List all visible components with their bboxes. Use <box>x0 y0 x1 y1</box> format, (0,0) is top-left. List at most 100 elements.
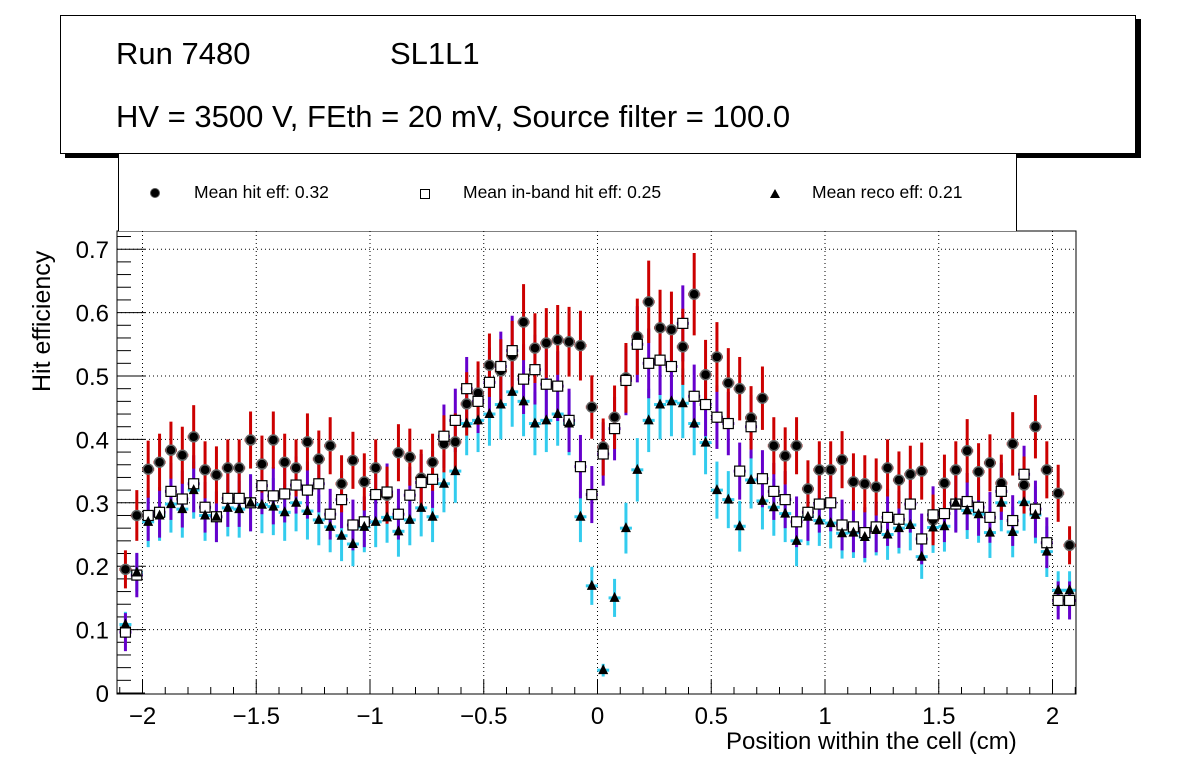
reco-eff-point <box>859 531 870 542</box>
reco-eff-point <box>837 527 848 538</box>
hit-eff-point <box>711 351 723 363</box>
reco-eff-point <box>461 417 472 428</box>
hit-eff-point <box>404 451 416 463</box>
reco-eff-point <box>154 509 165 520</box>
reco-eff-point <box>768 501 779 512</box>
inband-eff-point <box>233 492 245 504</box>
reco-eff-point <box>404 513 415 524</box>
hit-eff-point <box>813 464 826 476</box>
inband-eff-point <box>904 498 916 510</box>
reco-eff-point <box>427 510 438 521</box>
hit-eff-point <box>904 468 917 481</box>
reco-eff-point <box>541 414 552 425</box>
legend-marker-circle-icon <box>150 188 160 198</box>
reco-eff-point <box>131 566 142 577</box>
hit-eff-point <box>563 336 575 348</box>
inband-eff-point <box>392 508 405 520</box>
inband-eff-point <box>665 360 678 373</box>
y-tick-label: 0 <box>96 681 109 708</box>
legend-marker-square-icon <box>420 189 430 199</box>
reco-eff-point <box>279 506 290 517</box>
reco-eff-point <box>996 496 1007 507</box>
inband-eff-point <box>324 508 336 520</box>
title-line-1: Run 7480 SL1L1 <box>116 36 480 180</box>
inband-eff-point <box>529 364 541 376</box>
reco-eff-point <box>484 408 495 419</box>
hit-eff-point <box>608 411 621 423</box>
legend-item-inband-eff: Mean in-band hit eff: 0.25 <box>463 182 662 202</box>
inband-eff-point <box>620 374 632 387</box>
reco-eff-point <box>825 517 836 528</box>
reco-eff-point <box>200 509 211 520</box>
reco-eff-point <box>529 417 540 428</box>
hit-eff-point <box>267 434 280 446</box>
hit-eff-point <box>278 456 291 468</box>
hit-eff-point <box>677 341 689 353</box>
data-markers <box>119 288 1076 675</box>
inband-eff-point <box>1018 468 1030 480</box>
reco-eff-point <box>780 507 791 518</box>
inband-eff-point <box>483 376 496 388</box>
hit-eff-point <box>358 476 371 488</box>
reco-eff-point <box>552 408 563 419</box>
hit-eff-point <box>324 439 336 452</box>
hit-eff-point <box>153 456 166 468</box>
inband-eff-point <box>256 480 268 492</box>
inband-eff-point <box>699 398 712 411</box>
inband-eff-point <box>813 498 825 510</box>
legend-item-hit-eff: Mean hit eff: 0.32 <box>194 182 329 202</box>
hit-eff-point <box>642 296 655 308</box>
x-tick-label: −1.5 <box>233 703 280 730</box>
inband-eff-point <box>540 378 552 390</box>
hit-eff-point <box>131 509 143 522</box>
axis-ticks <box>117 236 1076 694</box>
x-tick-label: 1 <box>818 703 831 730</box>
hit-eff-point <box>802 483 814 495</box>
reco-eff-point <box>734 520 745 531</box>
run-number: Run 7480 <box>116 36 251 71</box>
hit-eff-point <box>961 445 973 457</box>
inband-eff-point <box>426 473 439 485</box>
inband-eff-point <box>574 461 587 473</box>
reco-eff-point <box>939 520 950 531</box>
reco-eff-point <box>313 513 324 524</box>
hit-eff-point <box>529 342 541 354</box>
reco-eff-point <box>598 664 609 675</box>
inband-eff-point <box>586 488 598 501</box>
reco-eff-point <box>120 618 131 629</box>
hit-eff-point <box>540 337 553 349</box>
hit-eff-point <box>870 481 882 493</box>
reco-eff-point <box>655 398 666 409</box>
reco-eff-point <box>962 504 973 515</box>
reco-eff-point <box>928 521 939 532</box>
reco-eff-point <box>711 484 722 495</box>
reco-eff-point <box>871 524 882 535</box>
inband-eff-point <box>938 507 951 520</box>
reco-eff-point <box>234 503 245 514</box>
inband-eff-point <box>290 479 302 491</box>
reco-eff-point <box>689 417 700 428</box>
hit-eff-point <box>449 436 462 448</box>
hit-eff-point <box>950 464 962 476</box>
inband-eff-point <box>711 411 723 423</box>
reco-eff-point <box>575 510 586 521</box>
reco-eff-point <box>416 501 427 512</box>
reco-eff-point <box>336 529 347 540</box>
reco-eff-point <box>325 520 336 531</box>
hit-eff-point <box>233 462 245 474</box>
hit-eff-point <box>586 401 598 413</box>
legend: Mean hit eff: 0.32 Mean in-band hit eff:… <box>118 154 1017 231</box>
hit-eff-point <box>119 563 132 576</box>
y-tick-label: 0.3 <box>76 491 109 518</box>
inband-eff-point <box>927 509 939 521</box>
inband-eff-point <box>176 493 188 505</box>
inband-eff-point <box>1063 594 1076 607</box>
hit-eff-point <box>836 453 848 466</box>
layer-name: SL1L1 <box>390 36 480 71</box>
hit-eff-point <box>1052 487 1064 500</box>
reco-eff-point <box>1007 525 1018 536</box>
reco-eff-point <box>882 528 893 539</box>
inband-eff-point <box>677 317 689 329</box>
x-tick-label: 1.5 <box>922 703 955 730</box>
